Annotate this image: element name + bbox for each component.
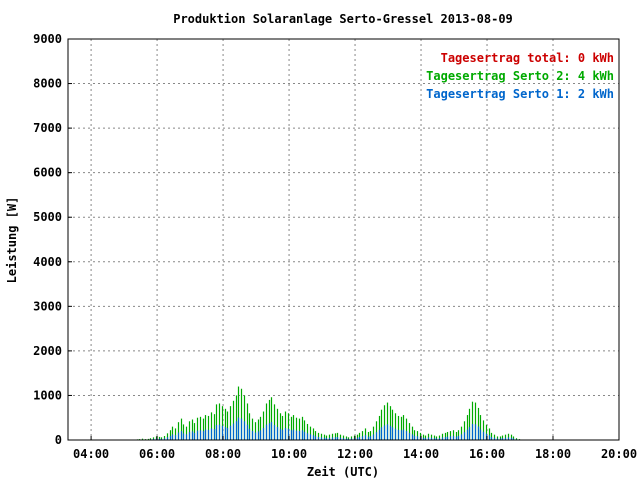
y-tick-label: 5000: [33, 210, 62, 224]
x-tick-label: 12:00: [337, 447, 373, 461]
x-tick-label: 14:00: [403, 447, 439, 461]
grid: [68, 39, 619, 440]
y-tick-label: 3000: [33, 299, 62, 313]
legend: Tagesertrag total: 0 kWh Tagesertrag Sert…: [426, 51, 614, 101]
chart-title: Produktion Solaranlage Serto-Gressel 201…: [173, 12, 513, 26]
y-tick-labels: 0 1000 2000 3000 4000 5000 6000 7000 8000 9000: [33, 32, 72, 447]
y-tick-label: 8000: [33, 77, 62, 91]
legend-entry: Tagesertrag Serto 2: 4 kWh: [426, 69, 614, 83]
y-tick-label: 7000: [33, 121, 62, 135]
y-tick-label: 1000: [33, 388, 62, 402]
plot-frame: [67, 38, 620, 441]
bars: [133, 386, 524, 440]
y-tick-label: 6000: [33, 166, 62, 180]
x-tick-label: 16:00: [469, 447, 505, 461]
x-tick-labels: 04:00 06:00 08:00 10:00 12:00 14:00 16:00 18:00…: [73, 436, 637, 461]
x-tick-label: 18:00: [535, 447, 571, 461]
x-tick-label: 10:00: [271, 447, 307, 461]
y-tick-label: 4000: [33, 255, 62, 269]
x-tick-label: 08:00: [205, 447, 241, 461]
y-axis-label: Leistung [W]: [5, 197, 19, 284]
x-tick-label: 04:00: [73, 447, 109, 461]
y-tick-label: 9000: [33, 32, 62, 46]
legend-entry: Tagesertrag Serto 1: 2 kWh: [426, 87, 614, 101]
y-tick-label: 0: [55, 433, 62, 447]
x-tick-label: 20:00: [601, 447, 637, 461]
x-axis-label: Zeit (UTC): [307, 465, 379, 479]
legend-entry: Tagesertrag total: 0 kWh: [441, 51, 614, 65]
y-tick-label: 2000: [33, 344, 62, 358]
x-tick-label: 06:00: [139, 447, 175, 461]
